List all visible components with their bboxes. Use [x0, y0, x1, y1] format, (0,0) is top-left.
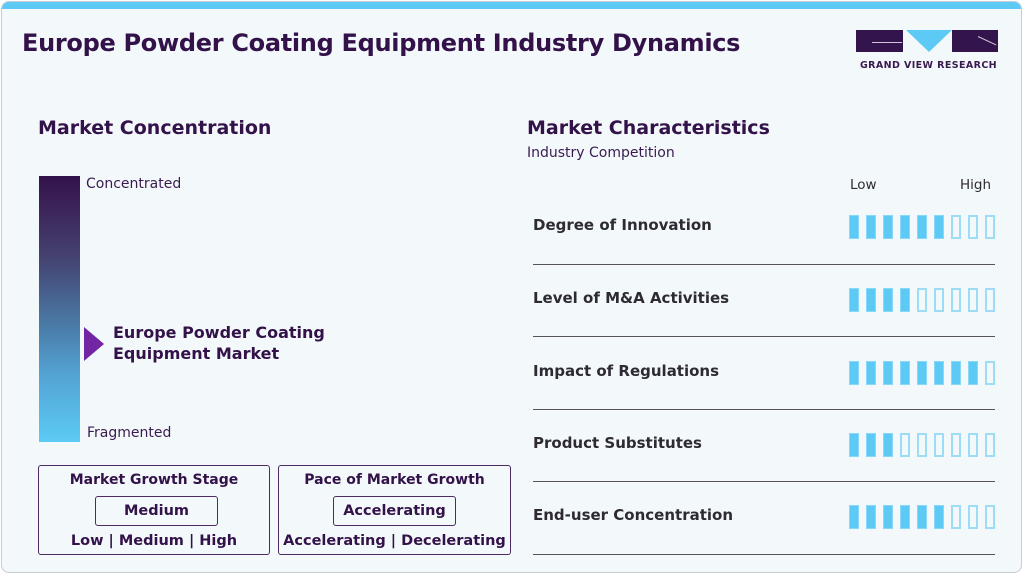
- rating-segment-filled: [849, 433, 859, 457]
- market-growth-stage-box: Market Growth Stage Medium Low | Medium …: [38, 465, 270, 555]
- rating-segment-empty: [968, 505, 978, 529]
- rating-segment-filled: [883, 215, 893, 239]
- rating-segment-empty: [951, 288, 961, 312]
- rating-meter: [849, 288, 995, 312]
- growth-stage-title: Market Growth Stage: [69, 472, 239, 488]
- scale-high-label: High: [960, 177, 992, 193]
- rating-segment-empty: [900, 433, 910, 457]
- rating-segment-filled: [883, 361, 893, 385]
- rating-segment-filled: [900, 361, 910, 385]
- rating-segment-empty: [985, 288, 995, 312]
- rating-segment-empty: [968, 433, 978, 457]
- rating-meter: [849, 505, 995, 529]
- logo-r-block-icon: [952, 30, 998, 52]
- page-title: Europe Powder Coating Equipment Industry…: [22, 29, 741, 57]
- row-divider: [533, 409, 995, 410]
- industry-competition-subtitle: Industry Competition: [527, 145, 675, 161]
- rating-segment-filled: [866, 215, 876, 239]
- rating-segment-empty: [985, 505, 995, 529]
- rating-segment-empty: [985, 215, 995, 239]
- row-divider: [533, 336, 995, 337]
- market-name-line2: Equipment Market: [113, 344, 280, 363]
- row-divider: [533, 481, 995, 482]
- rating-segment-filled: [934, 505, 944, 529]
- triangle-right-icon: [84, 327, 104, 361]
- rating-segment-filled: [900, 215, 910, 239]
- grand-view-research-logo: GRAND VIEW RESEARCH: [856, 30, 1001, 74]
- rating-segment-empty: [951, 433, 961, 457]
- rating-segment-empty: [985, 361, 995, 385]
- rating-segment-filled: [951, 361, 961, 385]
- rating-segment-filled: [917, 361, 927, 385]
- rating-segment-empty: [917, 288, 927, 312]
- rating-meter: [849, 215, 995, 239]
- growth-stage-options: Low | Medium | High: [70, 533, 238, 549]
- rating-segment-filled: [900, 288, 910, 312]
- rating-segment-filled: [883, 433, 893, 457]
- rating-segment-filled: [849, 288, 859, 312]
- growth-pace-title: Pace of Market Growth: [304, 472, 485, 488]
- rating-segment-filled: [968, 361, 978, 385]
- rating-segment-filled: [934, 361, 944, 385]
- rating-segment-empty: [951, 215, 961, 239]
- market-name-label: Europe Powder Coating Equipment Market: [113, 322, 325, 364]
- market-characteristics-title: Market Characteristics: [527, 117, 770, 139]
- growth-pace-options: Accelerating | Decelerating: [283, 533, 506, 549]
- rating-meter: [849, 433, 995, 457]
- concentrated-label: Concentrated: [86, 176, 182, 192]
- accent-top-bar: [2, 2, 1021, 9]
- growth-pace-value: Accelerating: [333, 496, 456, 526]
- logo-g-block-icon: [856, 30, 903, 52]
- characteristic-label: End-user Concentration: [533, 506, 734, 524]
- market-concentration-title: Market Concentration: [38, 117, 272, 139]
- rating-segment-filled: [866, 433, 876, 457]
- concentration-gradient-bar: [39, 176, 80, 442]
- scale-low-label: Low: [850, 177, 877, 193]
- rating-segment-empty: [968, 288, 978, 312]
- rating-segment-empty: [934, 288, 944, 312]
- rating-segment-filled: [849, 505, 859, 529]
- characteristic-label: Degree of Innovation: [533, 216, 712, 234]
- rating-segment-empty: [917, 433, 927, 457]
- rating-segment-filled: [849, 361, 859, 385]
- fragmented-label: Fragmented: [87, 425, 172, 441]
- rating-segment-empty: [968, 215, 978, 239]
- logo-g-line: [872, 42, 902, 43]
- logo-v-triangle-icon: [906, 30, 952, 52]
- rating-segment-empty: [951, 505, 961, 529]
- row-divider: [533, 264, 995, 265]
- rating-segment-filled: [934, 215, 944, 239]
- rating-segment-filled: [900, 505, 910, 529]
- rating-segment-filled: [917, 215, 927, 239]
- rating-meter: [849, 361, 995, 385]
- rating-segment-filled: [917, 505, 927, 529]
- market-name-line1: Europe Powder Coating: [113, 323, 325, 342]
- rating-segment-filled: [883, 288, 893, 312]
- characteristic-label: Level of M&A Activities: [533, 289, 730, 307]
- rating-segment-filled: [866, 288, 876, 312]
- rating-segment-empty: [934, 433, 944, 457]
- rating-segment-empty: [985, 433, 995, 457]
- rating-segment-filled: [849, 215, 859, 239]
- characteristic-label: Product Substitutes: [533, 434, 702, 452]
- growth-stage-value: Medium: [95, 496, 218, 526]
- rating-segment-filled: [866, 505, 876, 529]
- rating-segment-filled: [866, 361, 876, 385]
- pace-of-market-growth-box: Pace of Market Growth Accelerating Accel…: [278, 465, 511, 555]
- rating-segment-filled: [883, 505, 893, 529]
- logo-wordmark: GRAND VIEW RESEARCH: [859, 60, 998, 71]
- row-divider: [533, 554, 995, 555]
- characteristic-label: Impact of Regulations: [533, 362, 720, 380]
